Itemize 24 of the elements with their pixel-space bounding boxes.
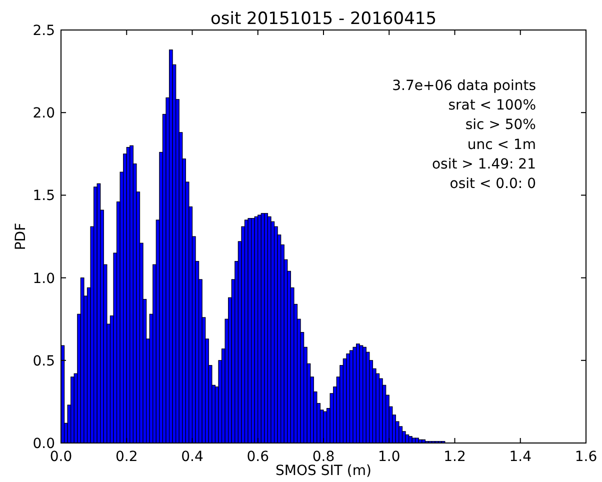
x-tick-label: 1.4 xyxy=(509,449,532,465)
annotation: unc < 1m xyxy=(467,136,536,153)
x-axis-title: SMOS SIT (m) xyxy=(276,463,372,479)
x-tick-label: 1.2 xyxy=(444,449,466,465)
annotation: osit < 0.0: 0 xyxy=(450,176,536,192)
x-tick-label: 0.4 xyxy=(181,449,204,465)
y-tick-label: 0.0 xyxy=(32,436,55,452)
annotation: srat < 100% xyxy=(448,98,536,114)
x-tick-label: 0.0 xyxy=(50,449,72,465)
y-tick-label: 1.5 xyxy=(32,188,55,204)
x-tick-label: 1.6 xyxy=(574,449,598,465)
y-tick-label: 1.0 xyxy=(32,270,55,287)
annotation: osit > 1.49: 21 xyxy=(432,156,536,172)
x-tick-label: 0.2 xyxy=(115,449,138,465)
y-tick-label: 2.0 xyxy=(32,106,55,122)
y-tick-label: 0.5 xyxy=(32,353,55,370)
chart-title: osit 20151015 - 20160415 xyxy=(210,9,437,29)
x-tick-label: 0.8 xyxy=(312,449,335,465)
annotation: 3.7e+06 data points xyxy=(392,78,536,94)
x-tick-label: 1.0 xyxy=(378,449,400,465)
annotation: sic > 50% xyxy=(465,117,536,134)
y-axis-title: PDF xyxy=(13,222,29,250)
x-tick-label: 0.6 xyxy=(246,449,270,465)
y-tick-label: 2.5 xyxy=(32,23,55,39)
